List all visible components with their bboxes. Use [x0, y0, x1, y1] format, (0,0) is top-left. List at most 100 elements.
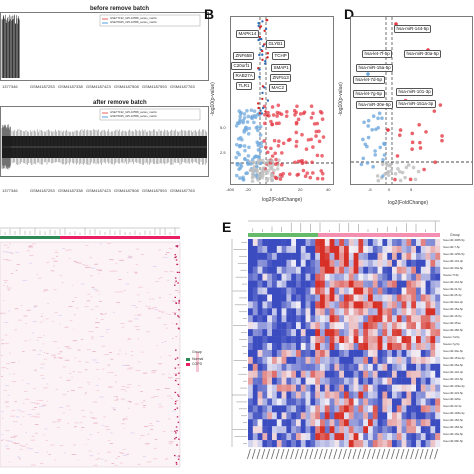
- heatmap-row-label: hsa-miR-30e-5p: [443, 348, 464, 353]
- panel-a-tick: GSM4187763: [170, 188, 195, 193]
- panel-b-xtick: 20: [298, 187, 303, 192]
- panel-a-tick: GSM4187253: [30, 84, 55, 89]
- gene-label: TLR1: [236, 82, 253, 90]
- heatmap-row-label: hsa-miR-30a-5p: [443, 265, 464, 270]
- panel-c-legend-swatches: [186, 352, 199, 372]
- heatmap-row-label: hsa-miR-16-5p: [443, 314, 462, 319]
- heatmap-row-label: hsa-miR-21-5p: [443, 286, 462, 291]
- heatmap-row-label: hsa-miR-22-3p: [443, 404, 462, 409]
- panel-a-legend-2b: GSE76925_GPL10558_series_matrix: [110, 114, 157, 118]
- heatmap-row-label: hsa-miR-151a-3p: [443, 355, 465, 360]
- heatmap-row-label: hsa-miR-320a: [443, 397, 461, 402]
- panel-a-tick: GSM4187423: [86, 84, 111, 89]
- panel-b-xlabel: log2(FoldChange): [262, 197, 303, 203]
- panel-b-label: B: [204, 6, 215, 22]
- panel-a-tick: GSM4187423: [86, 188, 111, 193]
- gene-label: TCHP: [272, 52, 290, 60]
- panel-a-tick: GSM4187763: [170, 84, 195, 89]
- panel-e: E Group hsa-miR-3065-5p hsa-miR-7-5p hsa-m…: [218, 215, 474, 474]
- mirna-label: hsa-let-7d-5p: [353, 76, 385, 84]
- heatmap-row-label: hsa-miR-101-3p: [443, 258, 464, 263]
- panel-c: Group Normal COPD: [0, 222, 215, 474]
- mirna-label: hsa-miR-30a-5p: [404, 50, 442, 58]
- panel-a-legend-2: GSE76925_GPL10558_series_matrix: [110, 20, 157, 24]
- panel-d-ylabel: -log10(p-value): [337, 82, 344, 116]
- panel-a-tick: GSM4187593: [142, 84, 167, 89]
- panel-a-bottom-boxplot: [0, 106, 209, 177]
- panel-a-tick: GSM4187338: [58, 84, 83, 89]
- mirna-label: hsa-miR-15a-5p: [356, 64, 394, 72]
- gene-label: ZNF658: [233, 52, 255, 60]
- panel-a-tick: GSM4187338: [58, 188, 83, 193]
- panel-a-tick: 1377346: [2, 84, 18, 89]
- heatmap-row-label: hsa-miR-191-5p: [443, 376, 464, 381]
- panel-d-label: D: [344, 6, 355, 22]
- gene-label: GLYB1: [266, 40, 286, 48]
- heatmap-row-label: hsa-miR-103a-3p: [443, 383, 465, 388]
- panel-a-title-bottom: after remove batch: [93, 100, 147, 106]
- panel-d-xtick: 0: [388, 187, 391, 192]
- heatmap-e: [231, 220, 441, 460]
- heatmap-row-label: hsa-miR-3065-5p: [443, 238, 465, 242]
- panel-d: D log2(FoldChange) -log10(p-value) -5 0 …: [337, 0, 474, 215]
- panel-a: before remove batch GSE77192_GPL10558_se…: [0, 0, 210, 200]
- panel-b-ytick: 2.5: [220, 150, 226, 155]
- panel-a-tick: GSM4187508: [114, 84, 139, 89]
- gene-label: ZNF513: [270, 74, 292, 82]
- panel-a-tick: GSM4187253: [30, 188, 55, 193]
- panel-a-legend-1: GSE77192_GPL10558_series_matrix: [110, 16, 157, 20]
- gene-label: SMAP1: [271, 64, 292, 72]
- heatmap-row-label: hsa-miR-423-5p: [443, 390, 464, 395]
- panel-d-xlabel: log2(FoldChange): [388, 200, 429, 206]
- heatmap-row-label: hsa-let-7g-5p: [443, 342, 460, 346]
- mirna-label: hsa-miR-30e-5p: [356, 101, 394, 109]
- heatmap-row-label: hsa-let-7f-5p: [443, 272, 459, 277]
- panel-b-xtick: 40: [326, 187, 331, 192]
- heatmap-row-label: hsa-miR-99b-5p: [443, 439, 464, 444]
- panel-c-legend-copd: COPD: [192, 362, 203, 366]
- heatmap-c: [0, 227, 182, 468]
- panel-b-ylabel: -log10(p-value): [209, 82, 216, 116]
- panel-d-xtick: -5: [368, 187, 372, 192]
- panel-c-legend-normal: Normal: [192, 357, 204, 361]
- gene-label: RAB27A: [233, 72, 256, 80]
- volcano-plot-b: [230, 16, 334, 185]
- panel-a-tick: GSM4187508: [114, 188, 139, 193]
- panel-a-tick: 1377346: [2, 188, 18, 193]
- mirna-label: hsa-miR-151a-3p: [396, 100, 436, 108]
- panel-a-tick: GSM4187593: [142, 188, 167, 193]
- panel-b-xtick: -400: [226, 187, 235, 192]
- mirna-label: hsa-let-7f-5p: [362, 50, 393, 58]
- heatmap-row-label: hsa-miR-10a-5p: [443, 432, 464, 437]
- panel-b-ytick: 5.0: [220, 125, 226, 130]
- heatmap-row-label: hsa-miR-125b-5p: [443, 251, 465, 256]
- heatmap-row-label: hsa-let-7d-5p: [443, 335, 460, 340]
- gene-label: MAC2: [269, 84, 287, 92]
- panel-e-legend-title: Group: [450, 233, 460, 237]
- panel-b: B log2(FoldChange) -log10(p-value) -400 …: [200, 0, 340, 215]
- heatmap-row-label: hsa-miR-15a-5p: [443, 307, 464, 312]
- heatmap-row-label: hsa-miR-142-3p: [443, 369, 464, 374]
- mirna-label: hsa-miR-144-5p: [394, 25, 432, 33]
- panel-a-legend-1b: GSE77192_GPL10558_series_matrix: [110, 110, 157, 114]
- mirna-label: hsa-miR-101-3p: [396, 88, 434, 96]
- panel-b-xtick: -20: [245, 187, 251, 192]
- heatmap-row-label: hsa-miR-451a: [443, 321, 461, 326]
- panel-c-legend-title: Group: [192, 350, 202, 354]
- heatmap-row-label: hsa-miR-144-5p: [443, 279, 464, 284]
- panel-a-title-top: before remove batch: [90, 6, 150, 12]
- panel-a-top-boxplot: [0, 12, 209, 81]
- gene-label: MAPK14: [236, 30, 259, 38]
- heatmap-row-label: hsa-miR-92a-3p: [443, 300, 464, 305]
- heatmap-row-label: hsa-miR-148a-3p: [443, 411, 465, 416]
- panel-e-label: E: [222, 219, 232, 235]
- mirna-label: hsa-let-7g-5p: [353, 90, 385, 98]
- heatmap-row-label: hsa-miR-25-3p: [443, 293, 462, 298]
- heatmap-row-label: hsa-miR-183-5p: [443, 425, 464, 430]
- heatmap-row-label: hsa-miR-182-5p: [443, 418, 464, 423]
- heatmap-row-label: hsa-miR-26a-5p: [443, 362, 464, 367]
- gene-label: C20orf1: [231, 62, 253, 70]
- heatmap-row-label: hsa-miR-7-5p: [443, 244, 460, 249]
- panel-d-xtick: 5: [410, 187, 413, 192]
- panel-b-xtick: 0: [270, 187, 273, 192]
